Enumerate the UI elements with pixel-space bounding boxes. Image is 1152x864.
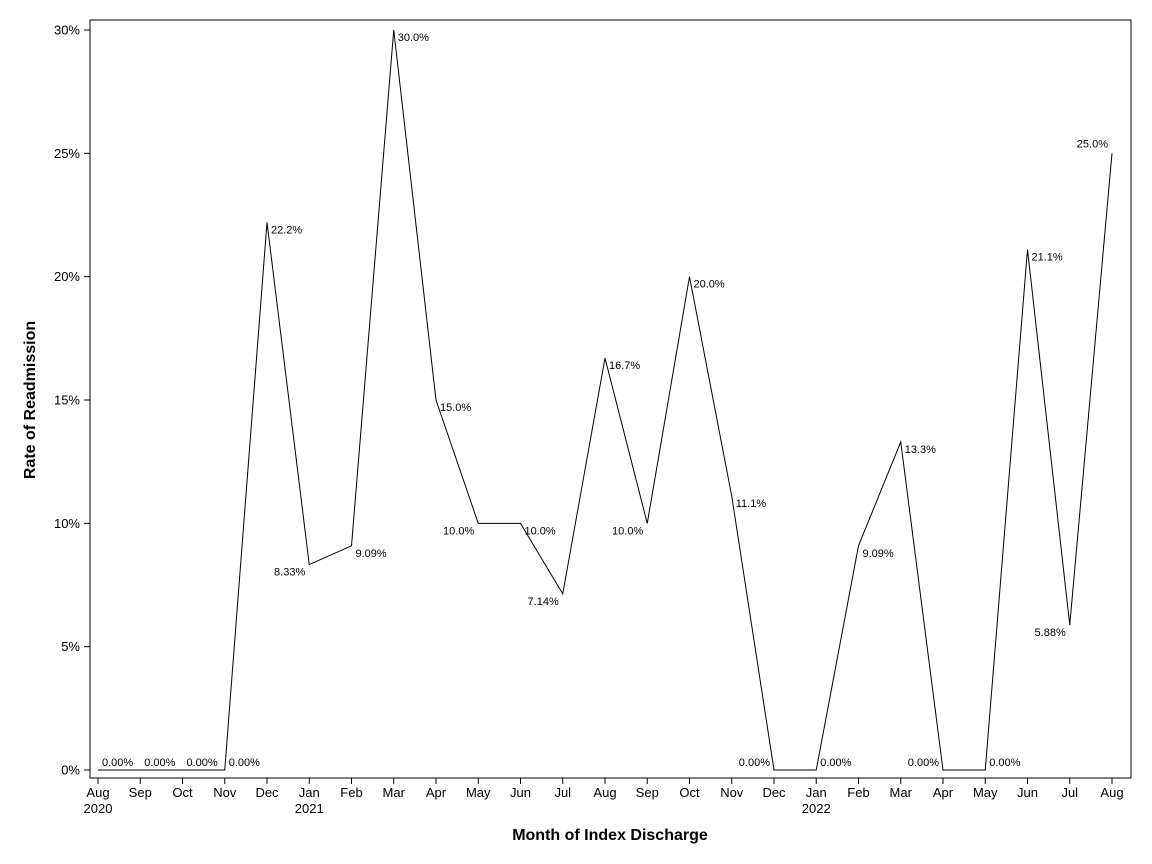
x-tick-label: Jun <box>510 785 531 800</box>
x-tick-label: Feb <box>340 785 362 800</box>
y-tick-label: 20% <box>54 269 80 284</box>
data-label: 15.0% <box>440 402 471 414</box>
x-tick-year-label: 2020 <box>84 801 113 816</box>
y-tick-label: 0% <box>61 763 80 778</box>
data-label: 10.0% <box>443 525 474 537</box>
x-tick-label: Jan <box>806 785 827 800</box>
x-tick-label: Jul <box>554 785 571 800</box>
y-tick-label: 15% <box>54 393 80 408</box>
data-label: 10.0% <box>612 525 643 537</box>
x-tick-label: Aug <box>86 785 109 800</box>
x-tick-label: Nov <box>213 785 237 800</box>
x-tick-label: Oct <box>172 785 193 800</box>
x-axis-title: Month of Index Discharge <box>512 827 708 844</box>
x-tick-label: Jan <box>299 785 320 800</box>
data-label: 0.00% <box>908 757 939 769</box>
y-tick-label: 10% <box>54 516 80 531</box>
x-tick-label: Oct <box>679 785 700 800</box>
data-label: 20.0% <box>694 279 725 291</box>
x-tick-label: Mar <box>383 785 406 800</box>
x-tick-label: Mar <box>890 785 913 800</box>
data-label: 9.09% <box>356 548 387 560</box>
x-tick-label: Aug <box>1100 785 1123 800</box>
data-label: 0.00% <box>989 757 1020 769</box>
data-label: 8.33% <box>274 567 305 579</box>
data-label: 16.7% <box>609 360 640 372</box>
x-tick-label: Apr <box>933 785 954 800</box>
y-tick-label: 25% <box>54 146 80 161</box>
x-tick-year-label: 2021 <box>295 801 324 816</box>
data-label: 0.00% <box>820 757 851 769</box>
data-label: 0.00% <box>739 757 770 769</box>
x-tick-label: May <box>973 785 998 800</box>
data-label: 7.14% <box>528 596 559 608</box>
data-label: 25.0% <box>1077 138 1108 150</box>
data-label: 21.1% <box>1032 252 1063 264</box>
x-tick-label: Dec <box>255 785 279 800</box>
x-tick-label: Sep <box>129 785 152 800</box>
data-label: 9.09% <box>863 548 894 560</box>
y-tick-label: 5% <box>61 639 80 654</box>
data-label: 0.00% <box>229 757 260 769</box>
data-label: 0.00% <box>102 757 133 769</box>
data-label: 0.00% <box>144 757 175 769</box>
x-tick-label: Feb <box>847 785 869 800</box>
series-line <box>98 29 1113 771</box>
x-tick-label: Nov <box>720 785 744 800</box>
data-label: 5.88% <box>1035 627 1066 639</box>
y-axis: 0% 5% 10% 15% 20% 25% 30% <box>54 23 90 778</box>
x-tick-label: Aug <box>593 785 616 800</box>
x-tick-label: Jul <box>1061 785 1078 800</box>
data-label: 10.0% <box>525 525 556 537</box>
data-labels: 0.00% 0.00% 0.00% 0.00% 22.2% 8.33% 9.09% 30.0%… <box>102 32 1108 769</box>
data-label: 30.0% <box>398 32 429 44</box>
data-label: 13.3% <box>905 444 936 456</box>
data-label: 22.2% <box>271 224 302 236</box>
x-tick-label: Dec <box>762 785 786 800</box>
data-label: 0.00% <box>187 757 218 769</box>
x-tick-label: Sep <box>636 785 659 800</box>
x-tick-year-label: 2022 <box>802 801 831 816</box>
x-tick-label: Jun <box>1017 785 1038 800</box>
data-label: 11.1% <box>736 498 767 510</box>
y-axis-title: Rate of Readmission <box>22 321 39 479</box>
x-tick-label: May <box>466 785 491 800</box>
plot-frame <box>89 19 1132 779</box>
x-tick-label: Apr <box>426 785 447 800</box>
y-tick-label: 30% <box>54 23 80 38</box>
